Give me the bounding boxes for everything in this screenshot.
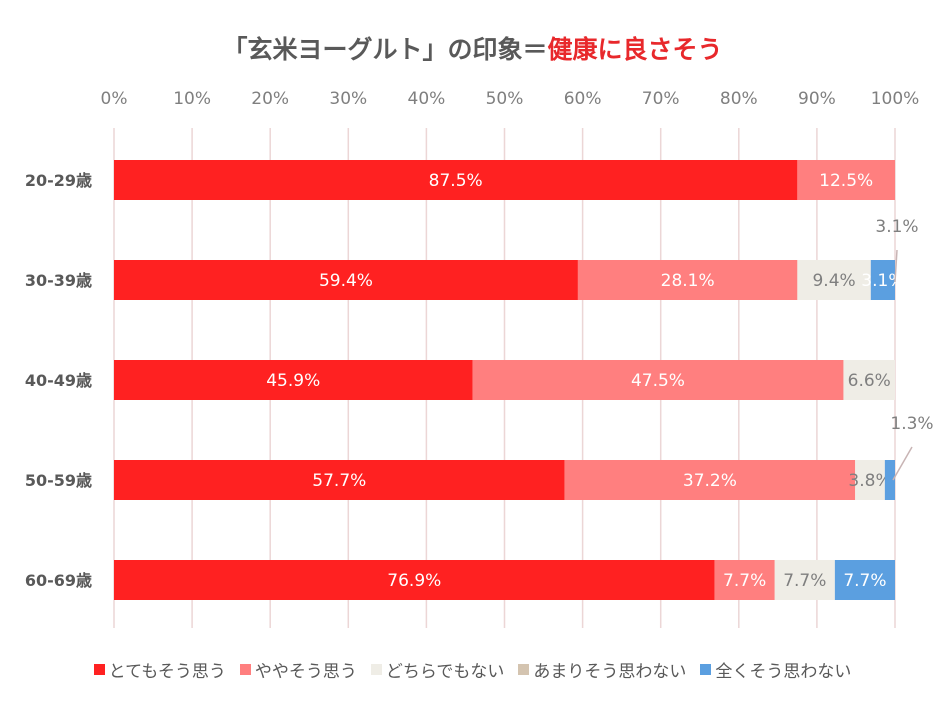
x-tick-label: 90% xyxy=(798,89,836,109)
legend-item: 全くそう思わない xyxy=(700,657,851,682)
legend-label: とてもそう思う xyxy=(108,662,226,682)
data-label: 7.7% xyxy=(783,571,826,591)
category-label: 50-59歳 xyxy=(25,471,92,490)
bar-segment xyxy=(564,460,856,500)
callout-label: 3.1% xyxy=(875,217,918,237)
bar-segment xyxy=(114,560,715,600)
bar-segment xyxy=(577,260,798,300)
callout-label: 1.3% xyxy=(890,414,933,434)
bar-segment xyxy=(843,360,895,400)
data-label: 87.5% xyxy=(429,171,483,191)
legend-swatch xyxy=(239,664,251,675)
data-label: 3.8% xyxy=(848,471,891,491)
category-label: 60-69歳 xyxy=(25,571,92,590)
category-label: 20-29歳 xyxy=(25,171,92,190)
bar-segment xyxy=(472,360,844,400)
data-label: 7.7% xyxy=(723,571,766,591)
x-tick-label: 10% xyxy=(173,89,211,109)
data-label: 47.5% xyxy=(631,371,685,391)
bar-segment xyxy=(870,260,895,300)
bar-segment xyxy=(114,360,473,400)
category-label: 30-39歳 xyxy=(25,271,92,290)
legend-swatch xyxy=(700,664,712,675)
legend-item: どちらでもない xyxy=(370,657,505,682)
x-tick-label: 20% xyxy=(251,89,289,109)
bar-segment xyxy=(834,560,895,600)
data-label: 45.9% xyxy=(266,371,320,391)
legend-label: 全くそう思わない xyxy=(715,662,852,682)
bar-segment xyxy=(884,460,895,500)
bar-segment xyxy=(797,260,871,300)
x-tick-label: 80% xyxy=(720,89,758,109)
data-label: 37.2% xyxy=(683,471,737,491)
bar-segment xyxy=(114,260,578,300)
callout-leader xyxy=(892,446,913,481)
x-tick-label: 0% xyxy=(101,89,128,109)
bar-segment xyxy=(114,460,565,500)
data-label: 9.4% xyxy=(812,271,855,291)
data-label: 59.4% xyxy=(319,271,373,291)
x-tick-label: 60% xyxy=(564,89,602,109)
legend-label: あまりそう思わない xyxy=(533,662,687,682)
chart-title-main: 「玄米ヨーグルト」の印象＝ xyxy=(222,35,548,64)
data-label: 6.6% xyxy=(848,371,891,391)
callout-leader xyxy=(894,249,898,283)
legend-item: ややそう思う xyxy=(239,657,357,682)
bar-segment xyxy=(714,560,775,600)
x-tick-label: 50% xyxy=(486,89,524,109)
x-tick-label: 70% xyxy=(642,89,680,109)
legend-label: ややそう思う xyxy=(254,662,357,682)
x-tick-label: 30% xyxy=(329,89,367,109)
bar-segment xyxy=(855,460,885,500)
data-label: 57.7% xyxy=(312,471,366,491)
data-label: 76.9% xyxy=(387,571,441,591)
data-label: 3.1% xyxy=(861,271,904,291)
x-tick-label: 40% xyxy=(408,89,446,109)
legend-item: とてもそう思う xyxy=(93,657,226,682)
data-label: 28.1% xyxy=(661,271,715,291)
bar-segment xyxy=(797,160,895,200)
legend-label: どちらでもない xyxy=(385,662,505,682)
legend-swatch xyxy=(93,664,105,675)
chart-title: 「玄米ヨーグルト」の印象＝健康に良さそう xyxy=(0,30,945,66)
chart-title-highlight: 健康に良さそう xyxy=(547,35,723,64)
category-label: 40-49歳 xyxy=(25,371,92,390)
legend-swatch xyxy=(370,664,382,675)
bar-segment xyxy=(114,160,798,200)
x-tick-label: 100% xyxy=(871,89,920,109)
legend-item: あまりそう思わない xyxy=(518,657,686,682)
data-label: 12.5% xyxy=(819,171,873,191)
data-label: 7.7% xyxy=(843,571,886,591)
chart-legend: とてもそう思う ややそう思う どちらでもない あまりそう思わない 全くそう思わない xyxy=(0,657,945,682)
bar-segment xyxy=(774,560,835,600)
legend-swatch xyxy=(518,664,530,675)
